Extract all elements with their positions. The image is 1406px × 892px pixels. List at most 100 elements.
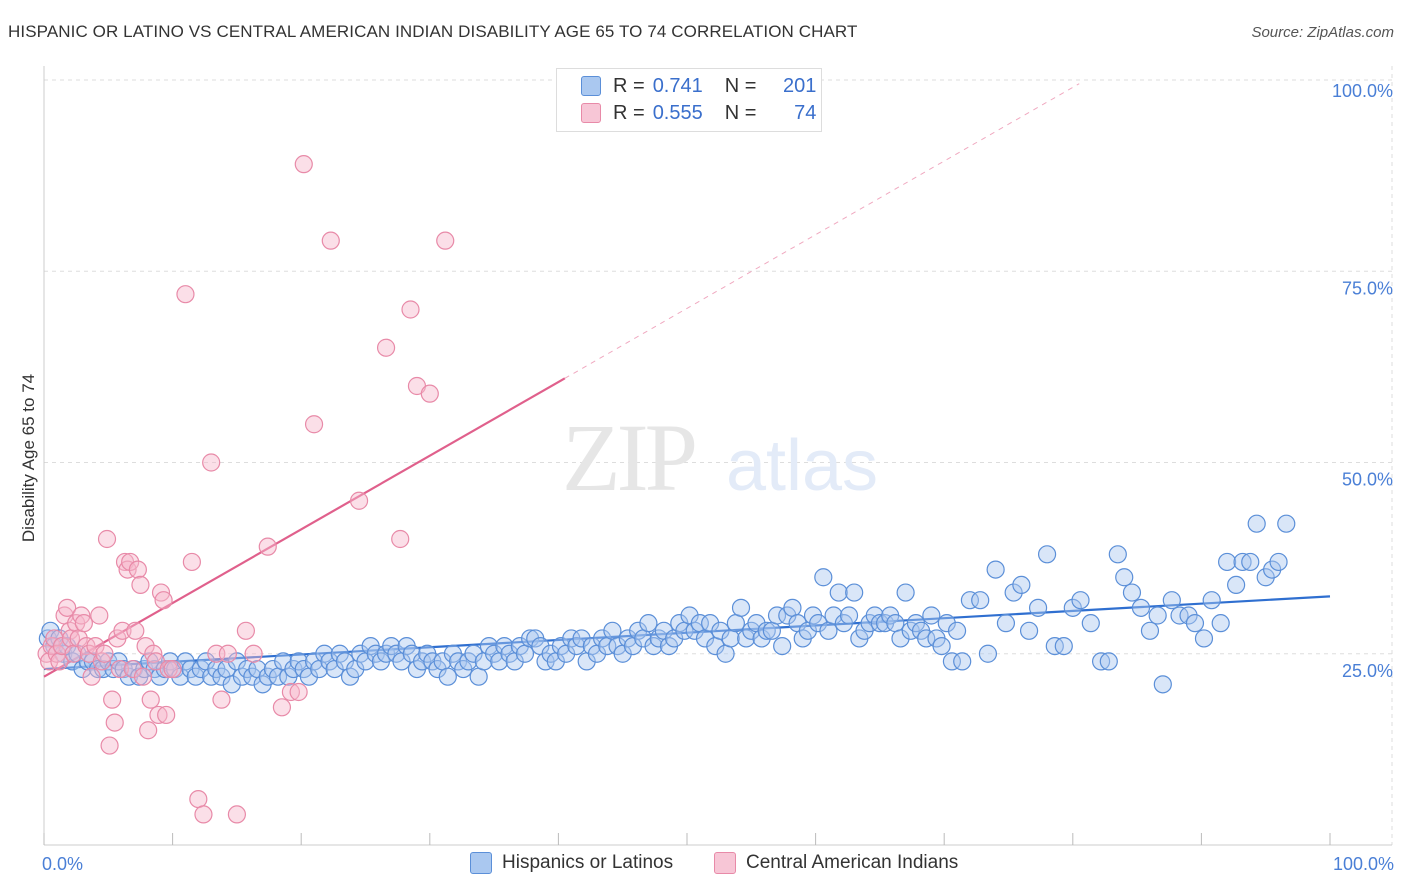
central-american-point	[227, 805, 246, 824]
hispanic-point	[1269, 552, 1288, 572]
watermark: ZIP atlas	[562, 404, 878, 511]
central-american-point	[136, 636, 155, 656]
hispanic-point	[438, 667, 457, 686]
hispanic-point	[1211, 614, 1230, 633]
central-american-point	[154, 591, 173, 610]
hispanic-point	[711, 621, 730, 640]
central-american-point	[139, 721, 158, 740]
central-american-point	[105, 713, 124, 732]
central-american-point	[294, 155, 313, 174]
hispanic-point	[603, 621, 622, 640]
hispanic-point	[1233, 552, 1252, 572]
hispanic-point	[716, 644, 735, 663]
central-american-point	[123, 659, 142, 679]
hispanic-point	[1091, 652, 1111, 671]
central-american-point	[133, 667, 153, 686]
hispanic-point	[1012, 575, 1031, 595]
hispanic-point	[824, 606, 843, 625]
central-american-point	[236, 621, 256, 640]
hispanic-point	[783, 598, 802, 617]
hispanic-point	[1019, 621, 1039, 640]
y-axis-label: Disability Age 65 to 74	[19, 374, 38, 542]
hispanic-point	[1054, 636, 1073, 656]
legend-swatch-pink	[581, 103, 601, 123]
central-american-point	[110, 659, 129, 679]
hispanic-point	[1071, 591, 1090, 610]
data-points	[37, 155, 1296, 824]
hispanic-point	[731, 598, 751, 617]
central-american-point	[126, 621, 145, 640]
hispanic-point	[942, 652, 962, 671]
central-american-point	[74, 614, 93, 633]
central-american-point	[272, 698, 292, 717]
central-american-point	[58, 598, 77, 617]
central-american-point	[95, 644, 114, 663]
hispanic-point	[814, 568, 833, 587]
series-legend-hispanic: Hispanics or Latinos	[470, 852, 673, 874]
central-american-point	[103, 690, 122, 709]
hispanic-point	[1277, 514, 1296, 533]
hispanic-point	[1148, 606, 1167, 625]
hispanic-point	[469, 667, 488, 686]
central-american-point	[82, 667, 101, 686]
hispanic-point	[464, 644, 483, 663]
hispanic-point	[1099, 652, 1118, 671]
source-label: Source: ZipAtlas.com	[1251, 24, 1394, 41]
hispanic-point	[1227, 575, 1246, 595]
central-american-point	[349, 491, 369, 510]
series-label-central-american: Central American Indians	[746, 852, 959, 873]
central-american-point	[420, 384, 439, 403]
central-american-point	[50, 652, 69, 671]
hispanic-point	[845, 583, 864, 602]
central-american-point	[401, 300, 420, 319]
hispanic-point	[978, 644, 998, 663]
legend-n-value: 201	[783, 74, 817, 97]
y-tick-labels: 25.0% 50.0% 75.0% 100.0%	[1332, 81, 1393, 681]
hispanic-point	[1185, 614, 1205, 633]
hispanic-point	[1194, 629, 1214, 648]
legend-r-value: 0.741	[652, 74, 703, 97]
watermark-zip: ZIP	[562, 404, 695, 511]
legend-n-value: 74	[794, 101, 817, 124]
central-american-point	[40, 652, 59, 671]
central-american-point	[157, 705, 176, 725]
hispanic-point	[1247, 514, 1266, 533]
grid	[44, 66, 1393, 845]
hispanic-point	[767, 606, 787, 625]
hispanic-point	[1081, 614, 1100, 633]
y-tick-label: 25.0%	[1342, 661, 1393, 681]
series-legend-central-american: Central American Indians	[714, 852, 958, 874]
hispanic-point	[922, 606, 941, 625]
central-american-point	[244, 644, 263, 663]
central-american-point	[128, 560, 147, 579]
central-american-point	[321, 231, 340, 250]
x-tick-min: 0.0%	[42, 854, 83, 874]
hispanic-point	[222, 675, 241, 694]
hispanic-point	[1131, 598, 1151, 617]
hispanic-point	[515, 644, 535, 663]
y-tick-label: 50.0%	[1342, 470, 1393, 490]
hispanic-point	[996, 614, 1016, 633]
series-label-hispanic: Hispanics or Latinos	[502, 852, 674, 873]
central-american-point	[90, 606, 109, 625]
central-american-point	[218, 644, 237, 663]
hispanic-point	[932, 636, 951, 656]
hispanic-point	[839, 606, 859, 625]
hispanic-point	[1028, 598, 1048, 617]
series-swatch-blue	[470, 852, 492, 874]
hispanic-point	[701, 614, 720, 633]
hispanic-point	[1004, 583, 1023, 602]
central-american-point	[149, 705, 168, 725]
series-legend: Hispanics or Latinos Central American In…	[0, 852, 1406, 878]
axes	[43, 66, 1392, 846]
legend-r-label: R =	[613, 74, 645, 97]
correlation-legend: R = 0.741 N = 201 R = 0.555 N = 74	[556, 68, 822, 132]
hispanic-point	[572, 629, 591, 648]
central-american-point	[212, 690, 231, 709]
hispanic-point	[1140, 621, 1160, 640]
hispanic-point	[986, 560, 1005, 579]
central-american-point	[202, 453, 221, 472]
hispanic-point	[1122, 583, 1142, 602]
hispanic-point	[917, 629, 936, 648]
hispanic-point	[1108, 545, 1127, 564]
